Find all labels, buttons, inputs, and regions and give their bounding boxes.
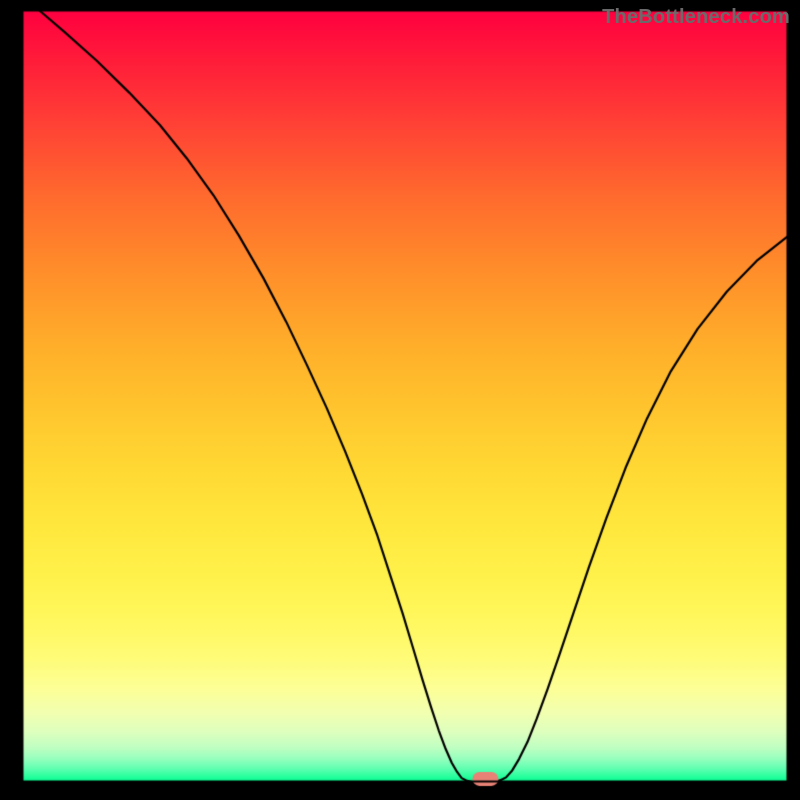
watermark-text: TheBottleneck.com bbox=[602, 6, 790, 29]
chart-container: TheBottleneck.com bbox=[0, 0, 800, 800]
bottleneck-curve-canvas bbox=[0, 0, 800, 800]
